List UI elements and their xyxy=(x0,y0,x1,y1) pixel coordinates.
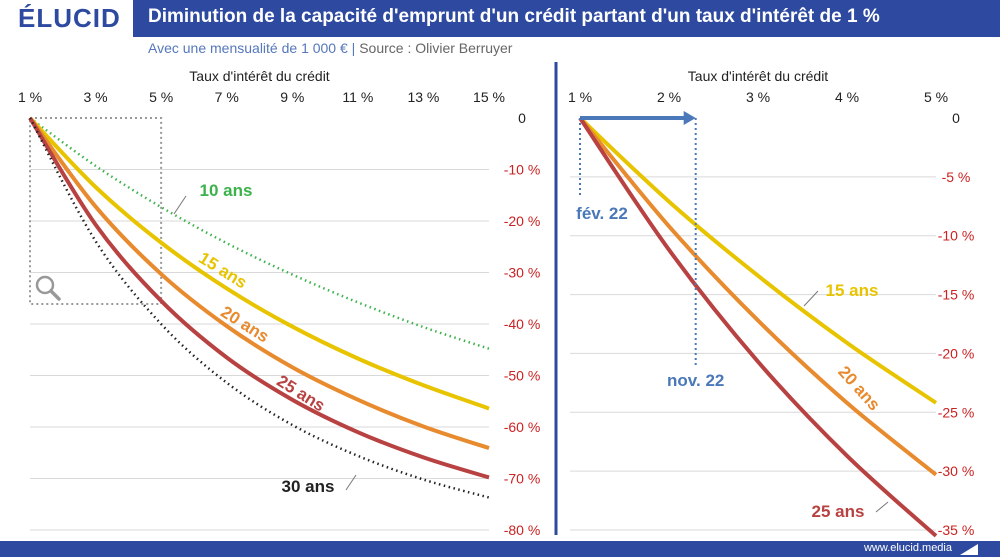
left-y-tick-label: -20 % xyxy=(504,213,541,229)
elucid-logo[interactable]: ÉLUCID xyxy=(0,0,135,37)
left-series-line xyxy=(28,116,490,480)
left-series-line xyxy=(29,116,490,350)
footer-bar: www.elucid.media xyxy=(0,541,1000,557)
right-x-tick-label: 5 % xyxy=(924,89,948,105)
left-x-tick-label: 7 % xyxy=(215,89,239,105)
left-y-tick-label: -30 % xyxy=(504,265,541,281)
subtitle-separator: | xyxy=(351,40,356,56)
left-x-tick-label: 3 % xyxy=(84,89,108,105)
right-series-line xyxy=(578,116,938,538)
left-x-axis-title: Taux d'intérêt du crédit xyxy=(189,68,330,84)
header-bar: ÉLUCID Diminution de la capacité d'empru… xyxy=(0,0,1000,37)
left-x-tick-label: 11 % xyxy=(342,89,373,105)
left-series-line xyxy=(28,116,490,411)
left-x-tick-label: 9 % xyxy=(280,89,304,105)
left-series-label: 10 ans xyxy=(200,181,253,200)
left-y-tick-label: -60 % xyxy=(504,419,541,435)
right-series-label: 15 ans xyxy=(826,281,879,300)
page-title: Diminution de la capacité d'emprunt d'un… xyxy=(148,6,880,27)
right-x-axis-title: Taux d'intérêt du crédit xyxy=(688,68,829,84)
left-x-tick-label: 13 % xyxy=(407,89,439,105)
right-label-leader xyxy=(875,501,889,513)
right-y-tick-label: 0 xyxy=(952,110,960,126)
logo-text: ÉLUCID xyxy=(18,3,121,33)
left-y-tick-label: 0 xyxy=(518,110,526,126)
left-x-tick-label: 1 % xyxy=(18,89,42,105)
right-y-tick-label: -25 % xyxy=(938,404,975,420)
subtitle-text: Avec une mensualité de 1 000 € xyxy=(148,40,348,56)
magnifier-handle xyxy=(49,289,61,301)
right-y-tick-label: -35 % xyxy=(938,522,975,538)
feb-annotation-label: fév. 22 xyxy=(576,204,628,223)
right-label-leader xyxy=(803,290,819,307)
right-y-tick-label: -10 % xyxy=(938,228,975,244)
subtitle-line: Avec une mensualité de 1 000 € | Source … xyxy=(148,40,512,56)
magnifier-icon xyxy=(35,275,55,295)
right-chart: 0 -5 % -10 % -15 % -20 % -25 % -30 % -35 % Taux … xyxy=(568,68,974,538)
left-label-leader xyxy=(173,195,187,215)
right-series-line xyxy=(578,116,938,477)
left-series-line xyxy=(28,116,490,451)
arrow-icon xyxy=(683,111,696,125)
zoom-box xyxy=(29,117,163,305)
left-y-tick-label: -80 % xyxy=(504,522,541,538)
left-y-tick-label: -10 % xyxy=(504,162,541,178)
footer-url[interactable]: www.elucid.media xyxy=(863,542,952,554)
right-y-tick-label: -20 % xyxy=(938,345,975,361)
source-text: Source : Olivier Berruyer xyxy=(359,40,513,56)
left-y-tick-label: -70 % xyxy=(504,471,541,487)
right-x-tick-label: 4 % xyxy=(835,89,859,105)
nov-annotation-label: nov. 22 xyxy=(667,371,724,390)
left-series-label: 30 ans xyxy=(282,477,335,496)
arrow-icon xyxy=(960,544,978,555)
right-series-label: 25 ans xyxy=(812,502,865,521)
right-y-tick-label: -15 % xyxy=(938,287,975,303)
right-x-tick-label: 3 % xyxy=(746,89,770,105)
right-y-tick-label: -30 % xyxy=(938,463,975,479)
right-series-label: 20 ans xyxy=(834,362,884,414)
left-y-tick-label: -40 % xyxy=(504,316,541,332)
right-y-tick-label: -5 % xyxy=(942,169,971,185)
left-chart: 0 -10 % -20 % -30 % -40 % -50 % -60 % -70 % -80 … xyxy=(18,68,540,538)
right-x-tick-label: 2 % xyxy=(657,89,681,105)
right-series-line xyxy=(578,116,938,405)
left-label-leader xyxy=(345,474,357,491)
left-y-tick-label: -50 % xyxy=(504,368,541,384)
left-x-tick-label: 15 % xyxy=(473,89,505,105)
right-x-tick-label: 1 % xyxy=(568,89,592,105)
left-x-tick-label: 5 % xyxy=(149,89,173,105)
